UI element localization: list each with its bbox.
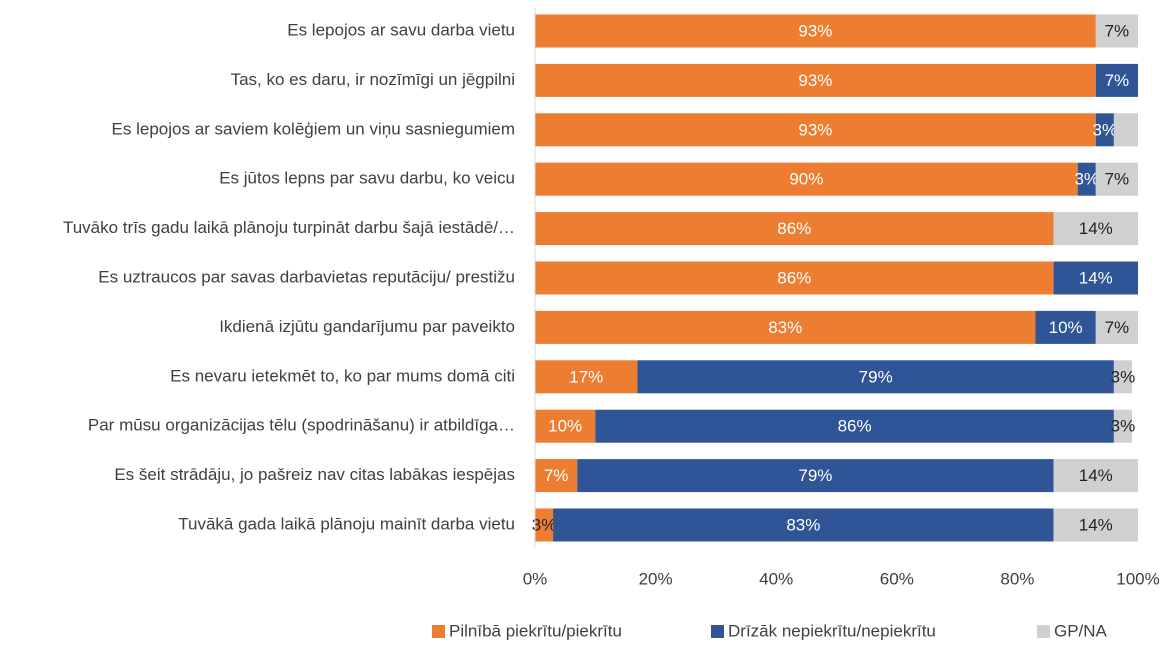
data-label: 14%: [1079, 466, 1113, 485]
x-tick-label: 60%: [880, 569, 914, 588]
bar-segment: [535, 261, 1054, 295]
bar-segment: [1113, 360, 1132, 394]
category-label: Es šeit strādāju, jo pašreiz nav citas l…: [114, 465, 515, 484]
x-tick-label: 80%: [1000, 569, 1034, 588]
category-label: Es nevaru ietekmēt to, ko par mums domā …: [170, 366, 515, 385]
legend-label: Drīzāk nepiekrītu/nepiekrītu: [728, 621, 936, 640]
legend-swatch: [1037, 625, 1050, 638]
bar-segment: [535, 310, 1036, 344]
legend-label: GP/NA: [1054, 621, 1108, 640]
data-label: 10%: [1049, 318, 1083, 337]
data-label: 79%: [798, 466, 832, 485]
data-label: 14%: [1079, 268, 1113, 287]
data-label: 3%: [532, 515, 557, 534]
bar-segment: [535, 162, 1078, 196]
bar-segment: [535, 508, 554, 542]
data-label: 86%: [838, 417, 872, 436]
data-label: 3%: [1111, 367, 1136, 386]
category-label: Tuvāko trīs gadu laikā plānoju turpināt …: [63, 218, 515, 237]
data-label: 7%: [544, 466, 569, 485]
data-label: 17%: [569, 367, 603, 386]
bar-segment: [577, 459, 1054, 493]
bar-segment: [1053, 261, 1138, 295]
bar-segment: [1095, 310, 1138, 344]
data-label: 14%: [1079, 219, 1113, 238]
category-label: Es uztraucos par savas darbavietas reput…: [98, 267, 515, 286]
data-label: 7%: [1105, 21, 1130, 40]
bar-segment: [1095, 63, 1138, 97]
category-label: Tas, ko es daru, ir nozīmīgi un jēgpilni: [231, 70, 515, 89]
data-label: 86%: [777, 268, 811, 287]
x-tick-label: 100%: [1116, 569, 1159, 588]
category-label: Tuvākā gada laikā plānoju mainīt darba v…: [178, 514, 515, 533]
bar-segment: [1053, 508, 1138, 542]
legend-swatch: [711, 625, 724, 638]
data-label: 93%: [798, 71, 832, 90]
bar-segment: [1113, 113, 1138, 147]
data-label: 3%: [1074, 170, 1099, 189]
bar-segment: [535, 409, 596, 443]
data-label: 7%: [1105, 170, 1130, 189]
bar-segment: [1053, 459, 1138, 493]
bar-segment: [535, 14, 1096, 48]
bar-segment: [535, 459, 578, 493]
bar-segment: [1053, 212, 1138, 246]
bar-segment: [1113, 409, 1132, 443]
bar-segment: [535, 63, 1096, 97]
bar-segment: [535, 360, 638, 394]
data-label: 93%: [798, 21, 832, 40]
category-label: Ikdienā izjūtu gandarījumu par paveikto: [219, 317, 515, 336]
bar-segment: [637, 360, 1114, 394]
bar-segment: [1095, 162, 1138, 196]
category-label: Es lepojos ar saviem kolēģiem un viņu sa…: [112, 119, 515, 138]
category-label: Par mūsu organizācijas tēlu (spodrināšan…: [88, 416, 515, 435]
bar-segment: [1077, 162, 1096, 196]
bar-segment: [1095, 113, 1114, 147]
data-label: 3%: [1093, 120, 1118, 139]
x-tick-label: 20%: [639, 569, 673, 588]
data-label: 83%: [768, 318, 802, 337]
bar-segment: [1035, 310, 1096, 344]
data-label: 93%: [798, 120, 832, 139]
data-label: 83%: [786, 515, 820, 534]
bar-segment: [535, 113, 1096, 147]
legend-swatch: [432, 625, 445, 638]
data-label: 14%: [1079, 515, 1113, 534]
x-tick-label: 40%: [759, 569, 793, 588]
category-label: Es jūtos lepns par savu darbu, ko veicu: [219, 169, 515, 188]
category-label: Es lepojos ar savu darba vietu: [287, 20, 515, 39]
x-tick-label: 0%: [523, 569, 548, 588]
bar-segment: [553, 508, 1054, 542]
bar-segment: [535, 212, 1054, 246]
data-label: 3%: [1111, 417, 1136, 436]
data-label: 7%: [1105, 318, 1130, 337]
data-label: 79%: [859, 367, 893, 386]
bar-segment: [1095, 14, 1138, 48]
data-label: 10%: [548, 417, 582, 436]
legend-label: Pilnībā piekrītu/piekrītu: [449, 621, 622, 640]
data-label: 90%: [789, 170, 823, 189]
bar-segment: [595, 409, 1114, 443]
data-label: 7%: [1105, 71, 1130, 90]
data-label: 86%: [777, 219, 811, 238]
